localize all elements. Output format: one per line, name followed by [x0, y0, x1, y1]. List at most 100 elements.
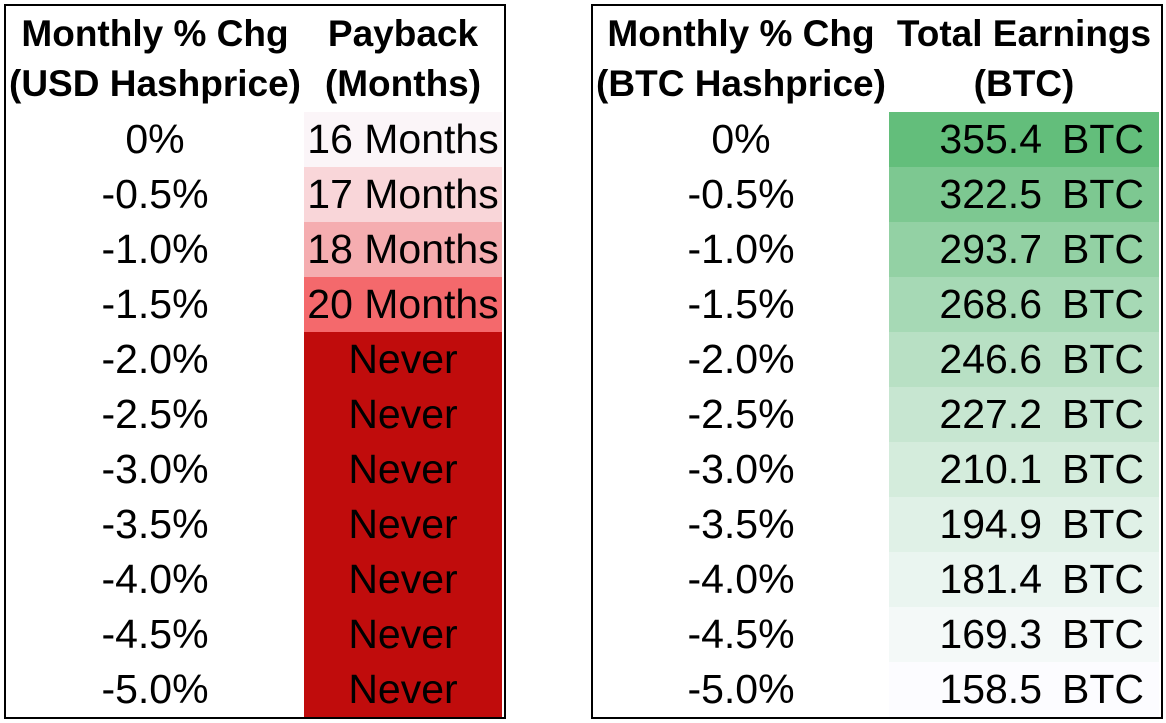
- payback-cell: Never: [304, 552, 502, 607]
- table-row: -4.0% Never: [6, 552, 504, 607]
- earnings-cell: 158.5 BTC: [889, 662, 1159, 717]
- payback-cell: Never: [304, 442, 502, 497]
- earnings-unit: BTC: [1062, 171, 1144, 217]
- earnings-value: 246.6: [939, 336, 1042, 382]
- earnings-value: 169.3: [939, 611, 1042, 657]
- table-row: 0% 16 Months: [6, 112, 504, 167]
- earnings-value: 194.9: [939, 501, 1042, 547]
- pct-change-cell: -2.5%: [101, 391, 209, 437]
- table-row: -5.0% Never: [6, 662, 504, 717]
- pct-change-cell: -4.5%: [101, 611, 209, 657]
- payback-header-line1: Payback: [327, 13, 479, 54]
- earnings-unit: BTC: [1062, 226, 1144, 272]
- table-row: -5.0% 158.5 BTC: [593, 662, 1161, 717]
- usd-table-header: Monthly % Chg (USD Hashprice) Payback (M…: [6, 6, 504, 112]
- table-row: -1.0% 293.7 BTC: [593, 222, 1161, 277]
- btc-col1-header-line1: Monthly % Chg: [607, 13, 875, 54]
- payback-cell: Never: [304, 332, 502, 387]
- table-row: -0.5% 322.5 BTC: [593, 167, 1161, 222]
- pct-change-cell: -1.0%: [101, 226, 209, 272]
- btc-table-col1-header: Monthly % Chg (BTC Hashprice): [593, 9, 889, 109]
- earnings-header-line1: Total Earnings: [896, 13, 1152, 54]
- pct-change-cell: -3.0%: [687, 446, 795, 492]
- table-row: -3.5% 194.9 BTC: [593, 497, 1161, 552]
- pct-change-cell: -4.0%: [687, 556, 795, 602]
- earnings-unit: BTC: [1062, 281, 1144, 327]
- btc-hashprice-earnings-table: Monthly % Chg (BTC Hashprice) Total Earn…: [591, 4, 1163, 719]
- payback-cell: Never: [304, 607, 502, 662]
- earnings-value: 210.1: [939, 446, 1042, 492]
- pct-change-cell: -1.5%: [101, 281, 209, 327]
- pct-change-cell: -3.0%: [101, 446, 209, 492]
- table-row: -4.5% Never: [6, 607, 504, 662]
- pct-change-cell: -4.5%: [687, 611, 795, 657]
- earnings-cell: 293.7 BTC: [889, 222, 1159, 277]
- earnings-cell: 246.6 BTC: [889, 332, 1159, 387]
- table-row: -0.5% 17 Months: [6, 167, 504, 222]
- btc-col1-header-line2: (BTC Hashprice): [596, 63, 886, 104]
- earnings-value: 181.4: [939, 556, 1042, 602]
- pct-change-cell: 0%: [711, 116, 771, 162]
- usd-table-col1-header: Monthly % Chg (USD Hashprice): [6, 9, 304, 109]
- payback-cell: 16 Months: [304, 112, 502, 167]
- payback-cell: Never: [304, 662, 502, 717]
- earnings-unit: BTC: [1062, 116, 1144, 162]
- table-row: -2.0% Never: [6, 332, 504, 387]
- table-row: -4.0% 181.4 BTC: [593, 552, 1161, 607]
- earnings-value: 293.7: [939, 226, 1042, 272]
- table-row: -4.5% 169.3 BTC: [593, 607, 1161, 662]
- earnings-cell: 227.2 BTC: [889, 387, 1159, 442]
- table-row: -1.5% 20 Months: [6, 277, 504, 332]
- usd-table-col2-header: Payback (Months): [304, 9, 502, 109]
- pct-change-cell: 0%: [125, 116, 185, 162]
- pct-change-cell: -0.5%: [687, 171, 795, 217]
- earnings-unit: BTC: [1062, 556, 1144, 602]
- earnings-unit: BTC: [1062, 391, 1144, 437]
- pct-change-cell: -1.0%: [687, 226, 795, 272]
- table-row: 0% 355.4 BTC: [593, 112, 1161, 167]
- earnings-cell: 181.4 BTC: [889, 552, 1159, 607]
- earnings-cell: 268.6 BTC: [889, 277, 1159, 332]
- btc-table-col2-header: Total Earnings (BTC): [889, 9, 1159, 109]
- earnings-unit: BTC: [1062, 666, 1144, 712]
- table-row: -3.0% Never: [6, 442, 504, 497]
- table-row: -2.5% 227.2 BTC: [593, 387, 1161, 442]
- table-row: -3.5% Never: [6, 497, 504, 552]
- earnings-cell: 322.5 BTC: [889, 167, 1159, 222]
- pct-change-cell: -3.5%: [687, 501, 795, 547]
- usd-col1-header-line1: Monthly % Chg: [21, 13, 289, 54]
- btc-table-header: Monthly % Chg (BTC Hashprice) Total Earn…: [593, 6, 1161, 112]
- pct-change-cell: -1.5%: [687, 281, 795, 327]
- earnings-cell: 210.1 BTC: [889, 442, 1159, 497]
- earnings-value: 322.5: [939, 171, 1042, 217]
- table-row: -2.0% 246.6 BTC: [593, 332, 1161, 387]
- earnings-value: 268.6: [939, 281, 1042, 327]
- pct-change-cell: -5.0%: [687, 666, 795, 712]
- pct-change-cell: -2.5%: [687, 391, 795, 437]
- earnings-value: 355.4: [939, 116, 1042, 162]
- table-row: -1.0% 18 Months: [6, 222, 504, 277]
- earnings-unit: BTC: [1062, 611, 1144, 657]
- earnings-cell: 194.9 BTC: [889, 497, 1159, 552]
- earnings-value: 158.5: [939, 666, 1042, 712]
- usd-col1-header-line2: (USD Hashprice): [9, 63, 301, 104]
- payback-cell: 17 Months: [304, 167, 502, 222]
- table-row: -3.0% 210.1 BTC: [593, 442, 1161, 497]
- table-row: -1.5% 268.6 BTC: [593, 277, 1161, 332]
- pct-change-cell: -3.5%: [101, 501, 209, 547]
- payback-cell: Never: [304, 497, 502, 552]
- pct-change-cell: -2.0%: [101, 336, 209, 382]
- earnings-cell: 355.4 BTC: [889, 112, 1159, 167]
- payback-cell: 20 Months: [304, 277, 502, 332]
- pct-change-cell: -0.5%: [101, 171, 209, 217]
- earnings-unit: BTC: [1062, 446, 1144, 492]
- pct-change-cell: -4.0%: [101, 556, 209, 602]
- earnings-unit: BTC: [1062, 336, 1144, 382]
- usd-hashprice-payback-table: Monthly % Chg (USD Hashprice) Payback (M…: [4, 4, 506, 719]
- pct-change-cell: -2.0%: [687, 336, 795, 382]
- earnings-unit: BTC: [1062, 501, 1144, 547]
- earnings-value: 227.2: [939, 391, 1042, 437]
- table-row: -2.5% Never: [6, 387, 504, 442]
- earnings-header-line2: (BTC): [973, 63, 1075, 104]
